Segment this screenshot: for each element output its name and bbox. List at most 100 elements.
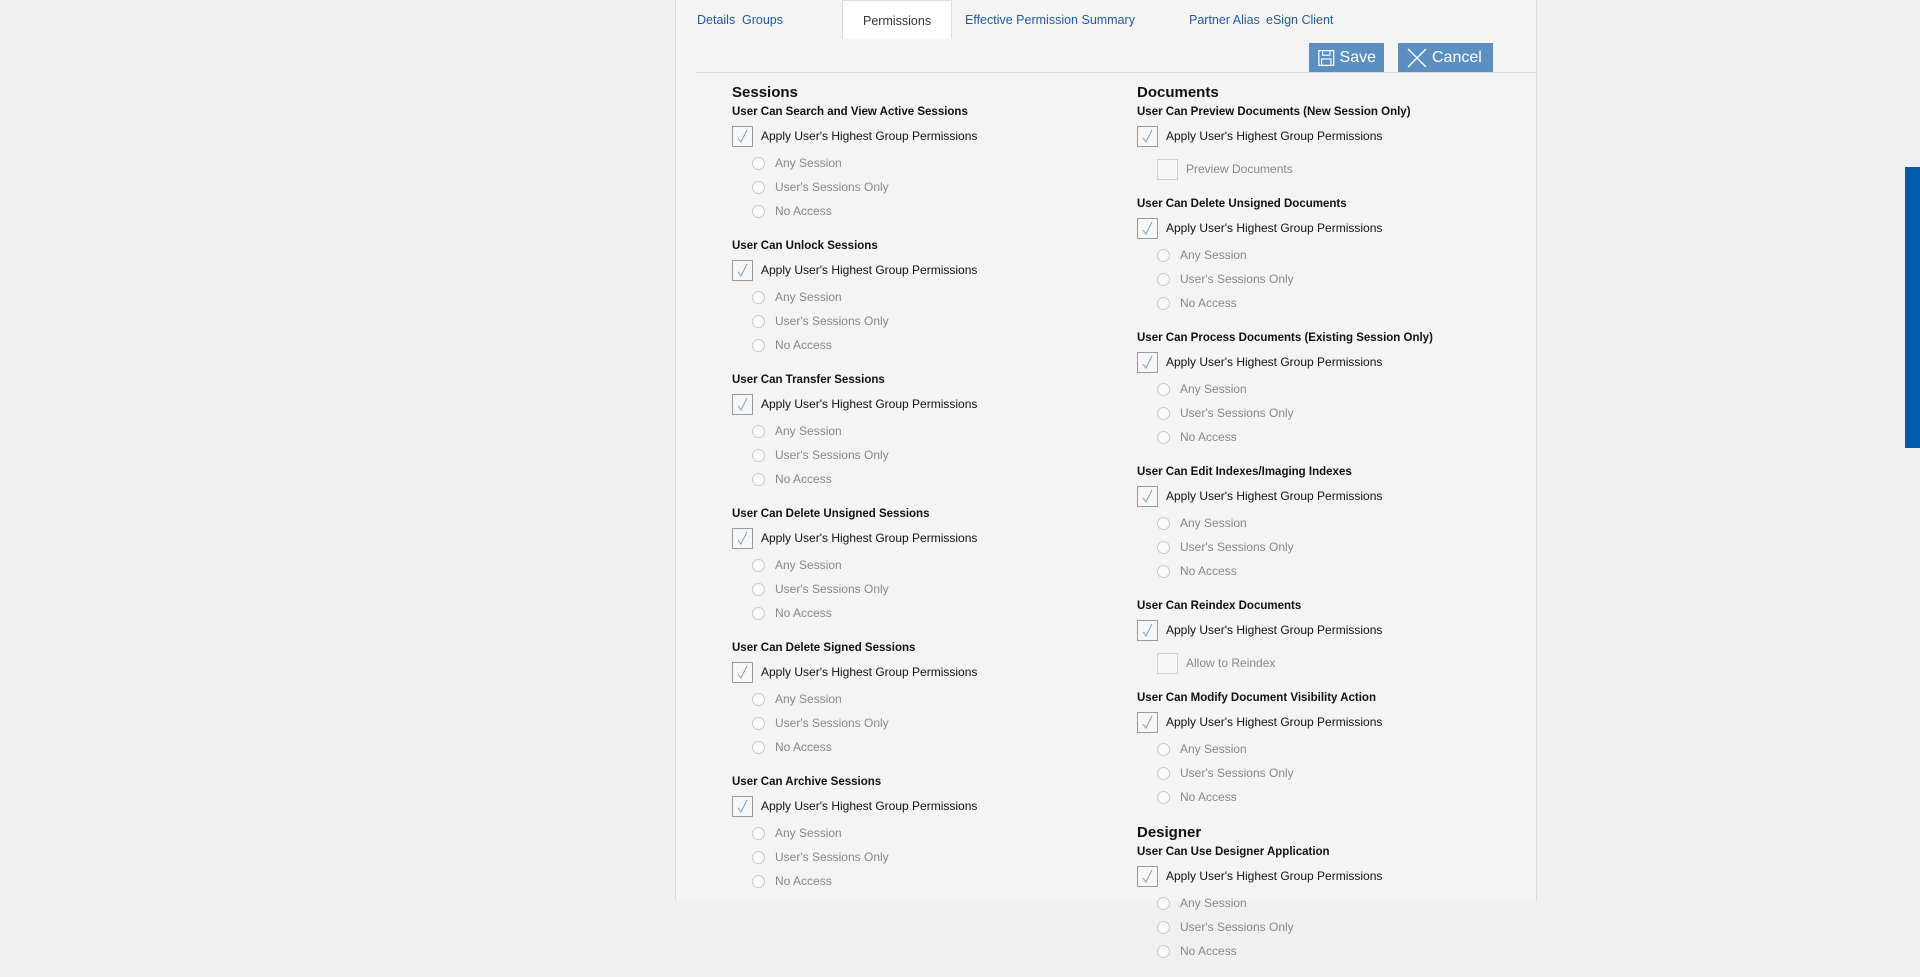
tab-groups[interactable]: Groups — [742, 13, 783, 27]
apply-group-permissions-checkbox[interactable]: Apply User's Highest Group Permissions — [732, 124, 1132, 148]
radio-option-user-s-sessions-only[interactable]: User's Sessions Only — [1157, 267, 1537, 291]
radio-button[interactable] — [752, 180, 765, 194]
radio-option-any-session[interactable]: Any Session — [1157, 377, 1537, 401]
radio-button[interactable] — [1157, 766, 1170, 780]
radio-option-user-s-sessions-only[interactable]: User's Sessions Only — [752, 577, 1132, 601]
radio-option-any-session[interactable]: Any Session — [1157, 243, 1537, 267]
apply-group-permissions-checkbox[interactable]: Apply User's Highest Group Permissions — [1137, 350, 1537, 374]
checkbox[interactable] — [732, 527, 753, 549]
radio-button[interactable] — [752, 448, 765, 462]
radio-option-user-s-sessions-only[interactable]: User's Sessions Only — [1157, 915, 1537, 939]
radio-option-no-access[interactable]: No Access — [752, 601, 1132, 625]
radio-button[interactable] — [752, 606, 765, 620]
apply-group-permissions-checkbox[interactable]: Apply User's Highest Group Permissions — [732, 660, 1132, 684]
radio-option-no-access[interactable]: No Access — [752, 735, 1132, 759]
tab-permissions[interactable]: Permissions — [842, 0, 953, 39]
checkbox[interactable] — [732, 393, 753, 415]
checkbox[interactable] — [732, 259, 753, 281]
radio-option-user-s-sessions-only[interactable]: User's Sessions Only — [752, 845, 1132, 869]
radio-option-user-s-sessions-only[interactable]: User's Sessions Only — [1157, 535, 1537, 559]
radio-button[interactable] — [752, 740, 765, 754]
radio-option-no-access[interactable]: No Access — [752, 199, 1132, 223]
checkbox[interactable] — [1137, 619, 1158, 641]
radio-button[interactable] — [1157, 896, 1170, 910]
allow-to-reindex-checkbox[interactable]: Allow to Reindex — [1157, 651, 1537, 675]
radio-button[interactable] — [752, 558, 765, 572]
radio-option-user-s-sessions-only[interactable]: User's Sessions Only — [752, 309, 1132, 333]
radio-option-no-access[interactable]: No Access — [1157, 291, 1537, 315]
radio-option-any-session[interactable]: Any Session — [752, 419, 1132, 443]
checkbox[interactable] — [1157, 652, 1178, 674]
checkbox[interactable] — [1137, 217, 1158, 239]
apply-group-permissions-checkbox[interactable]: Apply User's Highest Group Permissions — [1137, 710, 1537, 734]
radio-option-user-s-sessions-only[interactable]: User's Sessions Only — [752, 711, 1132, 735]
checkbox[interactable] — [732, 795, 753, 817]
tab-effective-permission-summary[interactable]: Effective Permission Summary — [965, 13, 1135, 27]
checkbox[interactable] — [1137, 711, 1158, 733]
scrollbar-thumb[interactable] — [1905, 167, 1920, 448]
radio-button[interactable] — [1157, 564, 1170, 578]
radio-option-any-session[interactable]: Any Session — [752, 553, 1132, 577]
tab-partner-alias[interactable]: Partner Alias — [1189, 13, 1260, 27]
radio-button[interactable] — [752, 850, 765, 864]
radio-button[interactable] — [752, 290, 765, 304]
radio-option-user-s-sessions-only[interactable]: User's Sessions Only — [752, 175, 1132, 199]
checkbox[interactable] — [1157, 158, 1178, 180]
apply-group-permissions-checkbox[interactable]: Apply User's Highest Group Permissions — [1137, 618, 1537, 642]
radio-button[interactable] — [752, 472, 765, 486]
radio-option-no-access[interactable]: No Access — [1157, 425, 1537, 449]
radio-button[interactable] — [1157, 742, 1170, 756]
radio-button[interactable] — [752, 204, 765, 218]
apply-group-permissions-checkbox[interactable]: Apply User's Highest Group Permissions — [1137, 864, 1537, 888]
radio-button[interactable] — [1157, 540, 1170, 554]
radio-option-any-session[interactable]: Any Session — [752, 151, 1132, 175]
radio-button[interactable] — [1157, 272, 1170, 286]
radio-option-user-s-sessions-only[interactable]: User's Sessions Only — [1157, 401, 1537, 425]
cancel-button[interactable]: Cancel — [1398, 43, 1493, 72]
radio-option-any-session[interactable]: Any Session — [1157, 511, 1537, 535]
apply-group-permissions-checkbox[interactable]: Apply User's Highest Group Permissions — [732, 392, 1132, 416]
radio-button[interactable] — [752, 874, 765, 888]
tab-esign-client[interactable]: eSign Client — [1266, 13, 1334, 27]
radio-button[interactable] — [752, 338, 765, 352]
radio-button[interactable] — [752, 692, 765, 706]
radio-button[interactable] — [752, 826, 765, 840]
radio-button[interactable] — [752, 716, 765, 730]
apply-group-permissions-checkbox[interactable]: Apply User's Highest Group Permissions — [1137, 124, 1537, 148]
apply-group-permissions-checkbox[interactable]: Apply User's Highest Group Permissions — [1137, 216, 1537, 240]
radio-button[interactable] — [1157, 790, 1170, 804]
radio-button[interactable] — [1157, 382, 1170, 396]
apply-group-permissions-checkbox[interactable]: Apply User's Highest Group Permissions — [1137, 484, 1537, 508]
radio-option-no-access[interactable]: No Access — [1157, 785, 1537, 809]
radio-button[interactable] — [752, 424, 765, 438]
checkbox[interactable] — [1137, 125, 1158, 147]
radio-button[interactable] — [1157, 920, 1170, 934]
radio-option-no-access[interactable]: No Access — [752, 467, 1132, 491]
radio-button[interactable] — [752, 314, 765, 328]
checkbox[interactable] — [732, 125, 753, 147]
radio-option-any-session[interactable]: Any Session — [1157, 737, 1537, 761]
radio-option-any-session[interactable]: Any Session — [752, 285, 1132, 309]
checkbox[interactable] — [1137, 351, 1158, 373]
preview-documents-checkbox[interactable]: Preview Documents — [1157, 157, 1537, 181]
radio-button[interactable] — [1157, 944, 1170, 958]
apply-group-permissions-checkbox[interactable]: Apply User's Highest Group Permissions — [732, 794, 1132, 818]
radio-option-user-s-sessions-only[interactable]: User's Sessions Only — [752, 443, 1132, 467]
radio-button[interactable] — [1157, 516, 1170, 530]
tab-details[interactable]: Details — [697, 13, 736, 27]
radio-option-no-access[interactable]: No Access — [1157, 559, 1537, 583]
checkbox[interactable] — [1137, 865, 1158, 887]
radio-button[interactable] — [1157, 406, 1170, 420]
radio-button[interactable] — [752, 156, 765, 170]
radio-button[interactable] — [1157, 296, 1170, 310]
radio-option-any-session[interactable]: Any Session — [752, 821, 1132, 845]
radio-option-no-access[interactable]: No Access — [1157, 939, 1537, 963]
apply-group-permissions-checkbox[interactable]: Apply User's Highest Group Permissions — [732, 526, 1132, 550]
radio-button[interactable] — [1157, 430, 1170, 444]
radio-option-user-s-sessions-only[interactable]: User's Sessions Only — [1157, 761, 1537, 785]
apply-group-permissions-checkbox[interactable]: Apply User's Highest Group Permissions — [732, 258, 1132, 282]
radio-option-no-access[interactable]: No Access — [752, 333, 1132, 357]
save-button[interactable]: Save — [1309, 43, 1384, 72]
radio-option-any-session[interactable]: Any Session — [752, 687, 1132, 711]
radio-option-any-session[interactable]: Any Session — [1157, 891, 1537, 915]
